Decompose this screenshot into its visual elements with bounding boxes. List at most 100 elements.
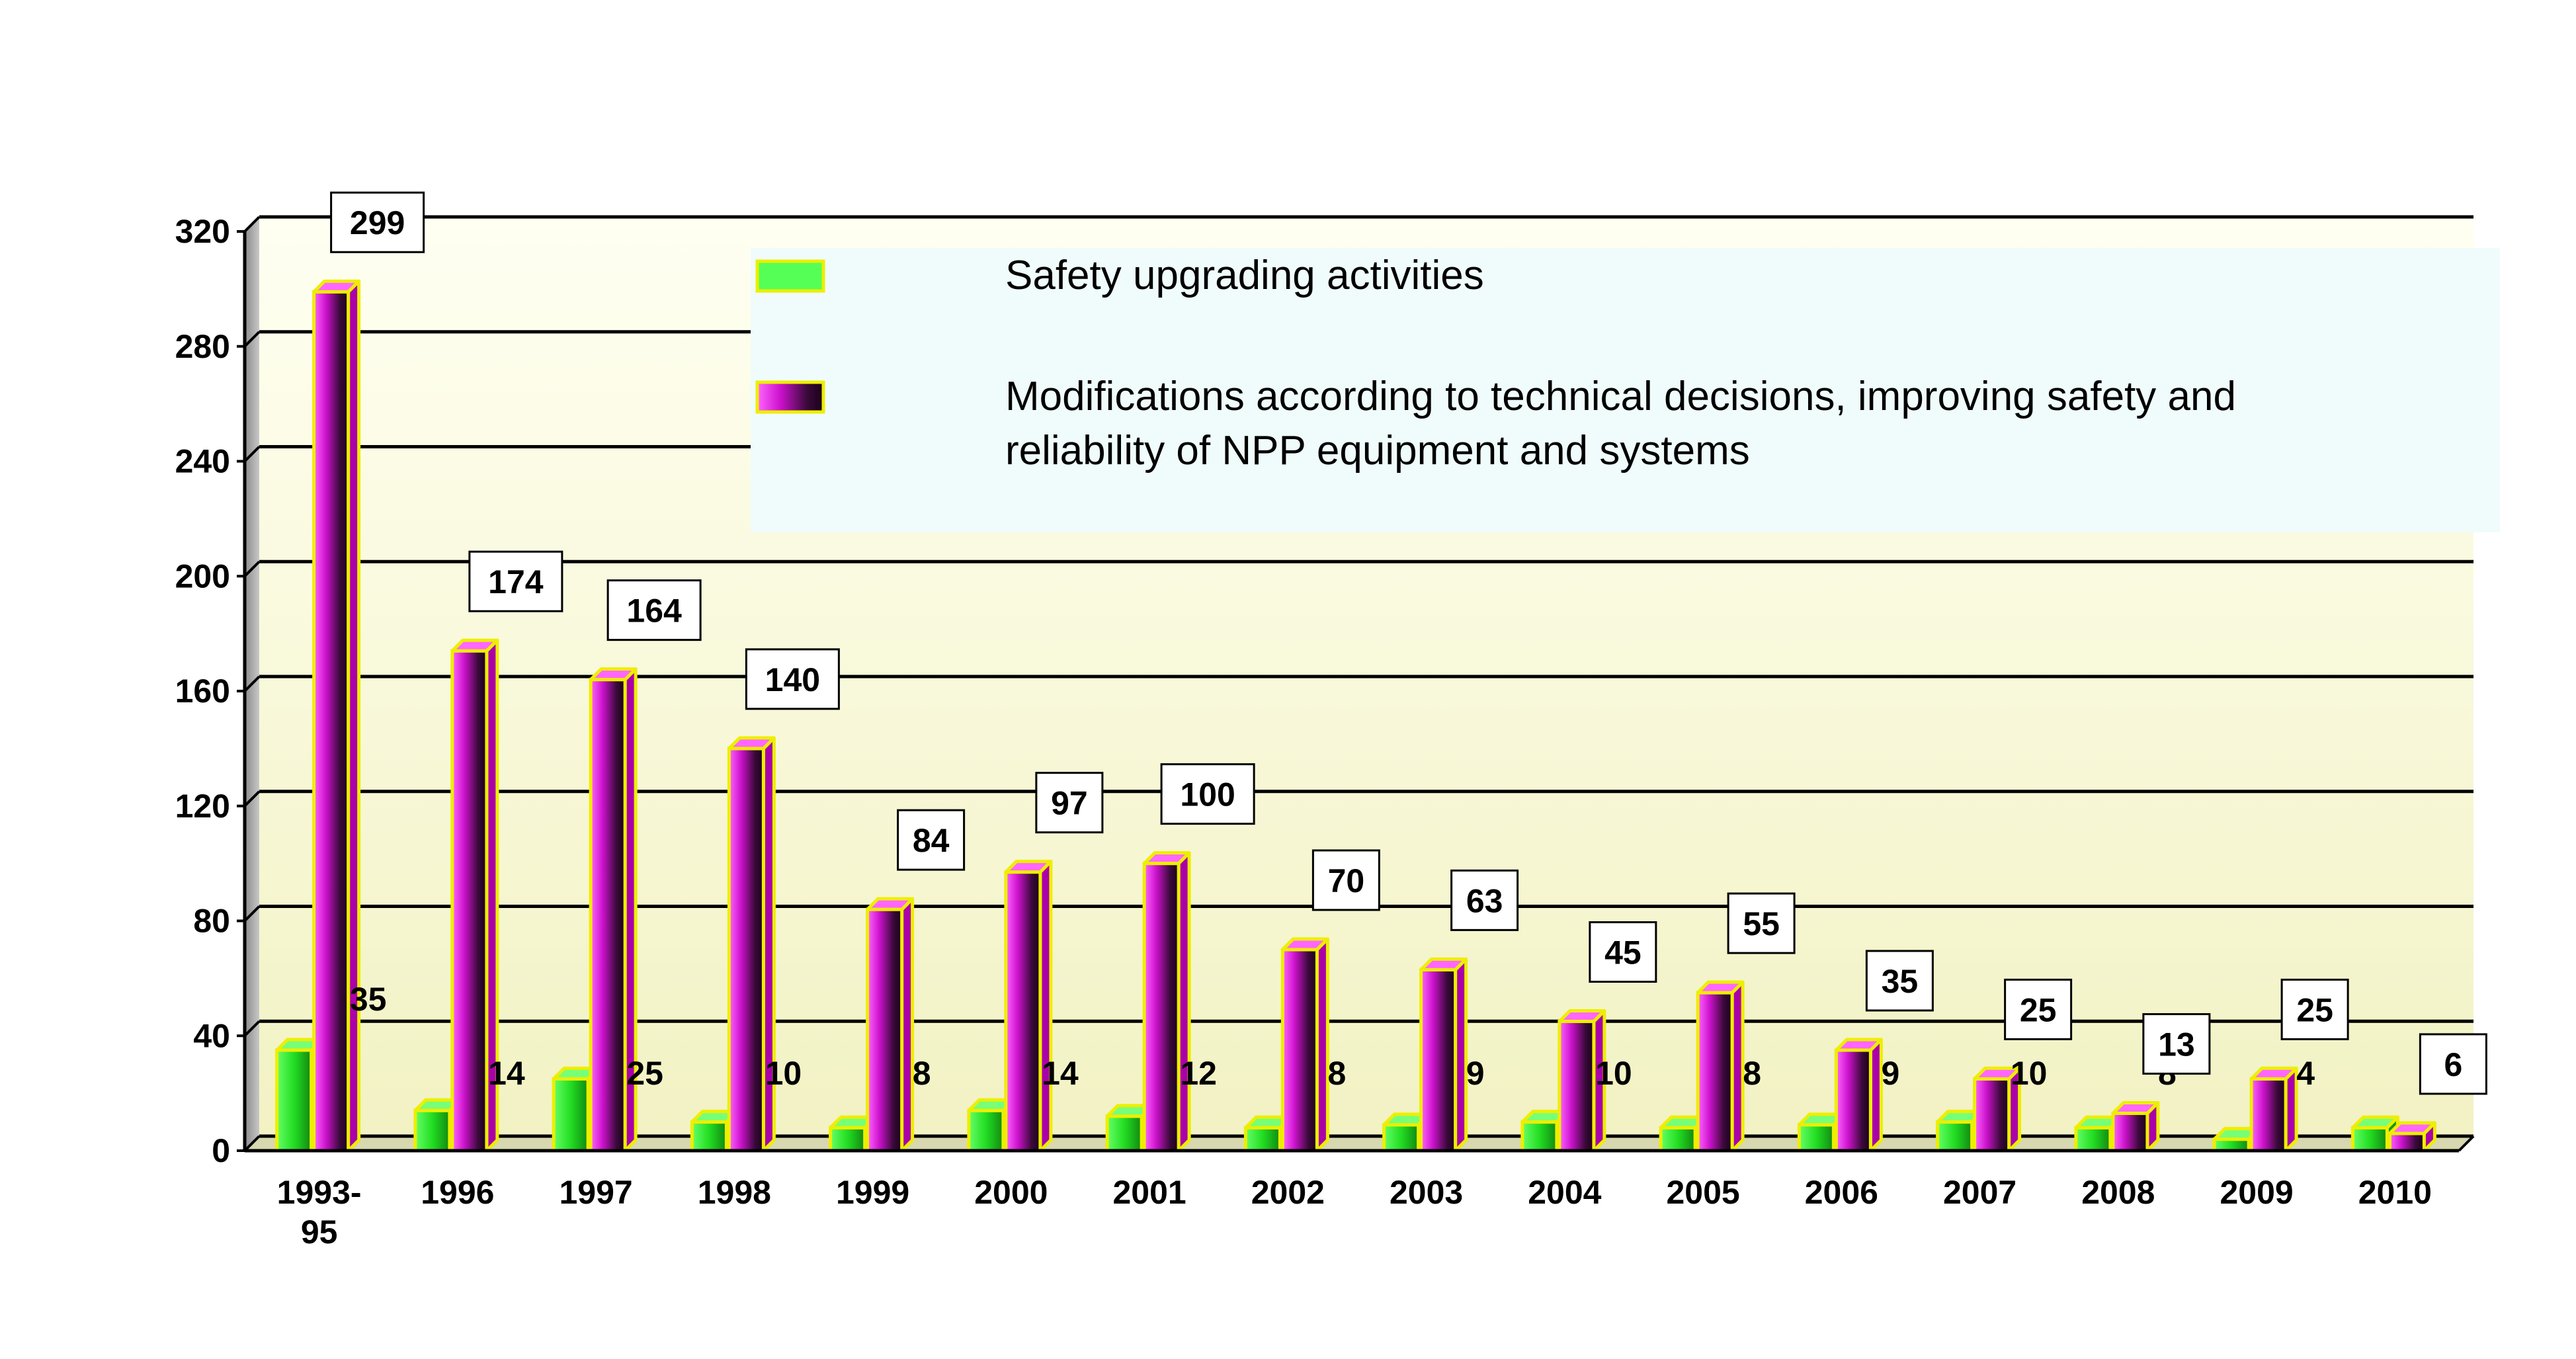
legend-swatch [755, 380, 825, 414]
bar-safety-front [1797, 1123, 1835, 1153]
y-tick-label: 240 [175, 443, 230, 480]
x-tick-label: 2006 [1805, 1174, 1878, 1211]
data-label-modification: 140 [765, 661, 820, 698]
x-tick-label: 1998 [698, 1174, 771, 1211]
bar-modification [1280, 937, 1329, 1153]
y-tick-label: 280 [175, 328, 230, 365]
data-label-modification: 25 [2020, 991, 2057, 1028]
data-label-safety: 8 [913, 1055, 931, 1092]
data-label-box [468, 550, 563, 612]
bar-modification [312, 279, 361, 1153]
data-label-modification: 299 [350, 204, 405, 241]
bar-modification-front [1973, 1077, 2011, 1153]
bar-safety-front [413, 1108, 452, 1153]
data-label-modification: 45 [1604, 934, 1641, 971]
bar-modification-top [866, 897, 915, 911]
y-tick-label: 80 [193, 903, 230, 940]
bar-modification [866, 897, 915, 1153]
bar-modification-front [1280, 948, 1319, 1153]
data-label-modification: 35 [1882, 963, 1919, 1000]
x-tick-label: 1993- [277, 1174, 362, 1211]
data-label-box [1035, 772, 1104, 834]
data-label-box [2004, 978, 2073, 1040]
data-label-safety: 14 [1042, 1055, 1079, 1092]
legend-box [751, 248, 2500, 532]
bar-modification-top [589, 667, 638, 682]
data-label-safety: 10 [2011, 1055, 2048, 1092]
bar-modification [1834, 1038, 1883, 1153]
bar-safety-front [1243, 1126, 1282, 1153]
bar-modification-top [2111, 1101, 2160, 1116]
x-tick-label: 2010 [2358, 1174, 2432, 1211]
bar-safety-front [2350, 1126, 2389, 1153]
grid-line-diag [243, 216, 261, 233]
grid-line-diag [243, 1135, 261, 1152]
bar-modification [1419, 957, 1468, 1153]
x-tick-label: 2009 [2220, 1174, 2294, 1211]
bar-modification [2249, 1066, 2298, 1153]
data-label-box [1450, 869, 1519, 931]
data-label-safety: 10 [1595, 1055, 1632, 1092]
data-label-safety: 12 [1180, 1055, 1217, 1092]
bar-modification-top [450, 638, 499, 653]
x-tick-label: 1996 [421, 1174, 494, 1211]
legend: Safety upgrading activities Modifications… [751, 248, 2500, 532]
x-tick-label: 2002 [1251, 1174, 1325, 1211]
data-label-modification: 6 [2444, 1046, 2462, 1083]
data-label-modification: 97 [1051, 785, 1088, 822]
bar-modification-front [1696, 991, 1734, 1153]
x-tick-label: 1999 [836, 1174, 909, 1211]
axes: 0 40 80 120 160 200 240 280 320 [175, 213, 2475, 1169]
grid-line-diag [243, 790, 261, 807]
y-tick-label: 160 [175, 673, 230, 710]
bar-safety-front [552, 1077, 590, 1153]
data-label-modification: 70 [1328, 862, 1365, 899]
data-label-safety: 35 [350, 981, 387, 1018]
data-label-modification: 84 [913, 822, 950, 859]
data-label-modification: 13 [2158, 1026, 2195, 1063]
data-label-safety: 4 [2296, 1055, 2315, 1092]
bar-safety-front [2074, 1126, 2112, 1153]
data-label-safety: 25 [626, 1055, 663, 1092]
x-tick-label: 95 [301, 1214, 338, 1251]
bar-safety-front [1520, 1120, 1559, 1153]
bar-modification-top [2388, 1121, 2436, 1135]
legend-swatch [755, 259, 825, 293]
data-label-box [330, 191, 425, 253]
bar-modification-front [589, 678, 627, 1153]
x-tick-label: 2001 [1113, 1174, 1186, 1211]
data-label-box [1311, 849, 1380, 911]
grid-line-diag [243, 560, 261, 577]
bar-modification-front [2388, 1132, 2426, 1153]
bar-safety-front [829, 1126, 867, 1153]
bar-modification-top [1004, 860, 1053, 874]
data-label-safety: 8 [1743, 1055, 1761, 1092]
bar-modification-top [727, 736, 776, 751]
data-label-modification: 100 [1180, 776, 1235, 813]
bar-modification-front [866, 907, 904, 1153]
grid-line-diag [243, 331, 261, 348]
legend-label: reliability of NPP equipment and systems [1005, 428, 1750, 474]
bar-modification-front [1142, 862, 1181, 1153]
bar-modification-front [312, 290, 351, 1153]
bar-modification-front [1419, 968, 1458, 1153]
data-label-safety: 14 [488, 1055, 525, 1092]
bar-safety-front [967, 1108, 1005, 1153]
data-label-modification: 164 [626, 593, 682, 630]
data-label-box [1589, 921, 1657, 983]
floor [245, 1136, 2473, 1151]
bar-modification-top [1142, 851, 1191, 866]
bar-modification-front [450, 649, 489, 1153]
data-label-safety: 10 [765, 1055, 802, 1092]
x-tick-label: 2007 [1943, 1174, 2016, 1211]
bar-safety-front [1659, 1126, 1697, 1153]
bar-modification-front [2111, 1112, 2149, 1153]
bar-modification-top [1280, 937, 1329, 952]
data-label-safety: 9 [1881, 1055, 1899, 1092]
y-tick-label: 200 [175, 557, 230, 595]
x-tick-label: 2008 [2081, 1174, 2155, 1211]
data-label-safety: 8 [1327, 1055, 1346, 1092]
bar-modification-top [1834, 1038, 1883, 1052]
legend-label: Safety upgrading activities [1005, 253, 1484, 298]
